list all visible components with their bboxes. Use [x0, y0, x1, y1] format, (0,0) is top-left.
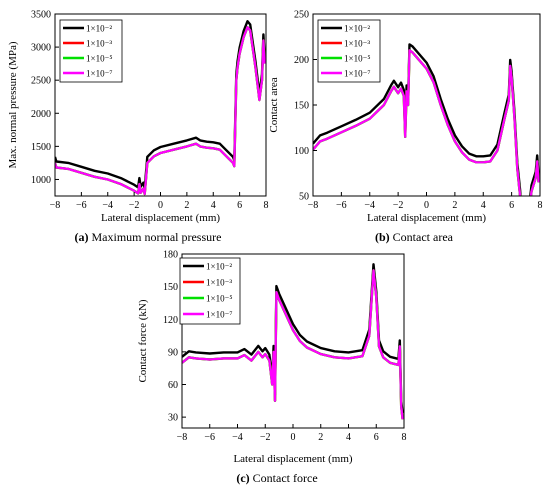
- legend-label: 1×10⁻³: [86, 39, 112, 49]
- caption-letter: (a): [75, 230, 89, 244]
- x-tick-label: 8: [538, 200, 543, 211]
- y-tick-label: 120: [163, 315, 178, 326]
- y-tick-label: 2500: [31, 76, 51, 87]
- series-line: [55, 26, 266, 196]
- y-tick-label: 3000: [31, 43, 51, 54]
- legend-label: 1×10⁻⁵: [86, 54, 112, 64]
- y-tick-label: 90: [168, 347, 178, 358]
- caption-text: Contact area: [390, 230, 454, 244]
- y-tick-label: 150: [163, 282, 178, 293]
- y-tick-label: 250: [294, 10, 309, 21]
- x-tick-label: 6: [237, 200, 242, 211]
- y-tick-label: 200: [294, 55, 309, 66]
- x-tick-label: 2: [318, 432, 323, 443]
- chart-panel-b: −8 −6 −4 −2 0 2 4 6 8 50 100 150 200 250 Lateral displ…: [268, 10, 543, 245]
- x-tick-label: 2: [452, 200, 457, 211]
- legend-box: [317, 19, 381, 83]
- x-tick-label: −4: [232, 432, 243, 443]
- legend: 1×10⁻² 1×10⁻³ 1×10⁻⁵ 1×10⁻⁷: [59, 19, 123, 83]
- series-line: [182, 263, 404, 414]
- y-axis-label: Contact area: [268, 77, 280, 132]
- x-tick-label: 0: [291, 432, 296, 443]
- legend-label: 1×10⁻⁵: [344, 54, 370, 64]
- x-tick-label: −2: [393, 200, 404, 211]
- x-tick-label: 4: [211, 200, 216, 211]
- x-axis-label: Lateral displacement (mm): [367, 212, 486, 224]
- x-axis-label: Lateral displacement (mm): [101, 212, 220, 224]
- x-tick-label: −8: [50, 200, 61, 211]
- x-tick-label: 2: [184, 200, 189, 211]
- x-tick-label: 6: [509, 200, 514, 211]
- caption-text: Contact force: [250, 471, 318, 485]
- series-line: [55, 20, 266, 190]
- x-tick-label: −6: [204, 432, 215, 443]
- x-tick-label: −2: [260, 432, 271, 443]
- legend-box: [59, 19, 123, 83]
- y-tick-label: 50: [299, 192, 309, 203]
- legend-label: 1×10⁻³: [344, 39, 370, 49]
- legend-label: 1×10⁻⁷: [206, 310, 232, 320]
- x-tick-label: 6: [374, 432, 379, 443]
- caption-letter: (b): [375, 230, 390, 244]
- y-tick-label: 2000: [31, 109, 51, 120]
- chart-panel-c: −8 −6 −4 −2 0 2 4 6 8 30 60 90 120 150 180 Lateral disp…: [137, 250, 407, 486]
- x-tick-label: −4: [102, 200, 113, 211]
- legend-label: 1×10⁻⁷: [86, 69, 112, 79]
- y-tick-label: 1000: [31, 175, 51, 186]
- series-group: [55, 20, 266, 196]
- y-tick-label: 1500: [31, 142, 51, 153]
- y-axis-label: Max. normal pressure (MPa): [7, 41, 19, 168]
- x-tick-label: 0: [158, 200, 163, 211]
- series-line: [182, 269, 404, 420]
- y-tick-label: 30: [168, 413, 178, 424]
- x-tick-label: −6: [336, 200, 347, 211]
- y-tick-label: 3500: [31, 10, 51, 21]
- legend-label: 1×10⁻²: [344, 24, 370, 34]
- caption-letter: (c): [236, 471, 249, 485]
- y-tick-label: 150: [294, 101, 309, 112]
- x-tick-label: 4: [346, 432, 351, 443]
- x-tick-label: −2: [129, 200, 140, 211]
- legend-label: 1×10⁻⁵: [206, 294, 232, 304]
- y-tick-label: 100: [294, 146, 309, 157]
- legend: 1×10⁻² 1×10⁻³ 1×10⁻⁵ 1×10⁻⁷: [317, 19, 381, 83]
- legend-label: 1×10⁻³: [206, 278, 232, 288]
- x-tick-label: 4: [481, 200, 486, 211]
- series-group: [182, 263, 404, 420]
- panel-caption: (b) Contact area: [375, 230, 454, 244]
- series-group: [313, 43, 540, 196]
- legend-label: 1×10⁻²: [206, 262, 232, 272]
- x-tick-label: −6: [76, 200, 87, 211]
- chart-panel-a: −8 −6 −4 −2 0 2 4 6 8 1000 1500 2000 2500 3000 3500 Lat…: [7, 10, 269, 245]
- x-tick-label: 8: [264, 200, 269, 211]
- panel-caption: (c) Contact force: [236, 471, 317, 485]
- x-tick-label: −4: [364, 200, 375, 211]
- caption-text: Maximum normal pressure: [89, 230, 222, 244]
- panel-caption: (a) Maximum normal pressure: [75, 230, 222, 244]
- y-tick-label: 60: [168, 380, 178, 391]
- x-axis-label: Lateral displacement (mm): [233, 453, 352, 465]
- legend: 1×10⁻² 1×10⁻³ 1×10⁻⁵ 1×10⁻⁷: [179, 257, 241, 325]
- series-line: [313, 49, 540, 196]
- x-tick-label: 0: [424, 200, 429, 211]
- y-tick-label: 180: [163, 250, 178, 261]
- legend-label: 1×10⁻²: [86, 24, 112, 34]
- x-tick-label: −8: [308, 200, 319, 211]
- legend-label: 1×10⁻⁷: [344, 69, 370, 79]
- y-axis-label: Contact force (kN): [137, 299, 149, 382]
- x-tick-label: 8: [402, 432, 407, 443]
- x-tick-label: −8: [177, 432, 188, 443]
